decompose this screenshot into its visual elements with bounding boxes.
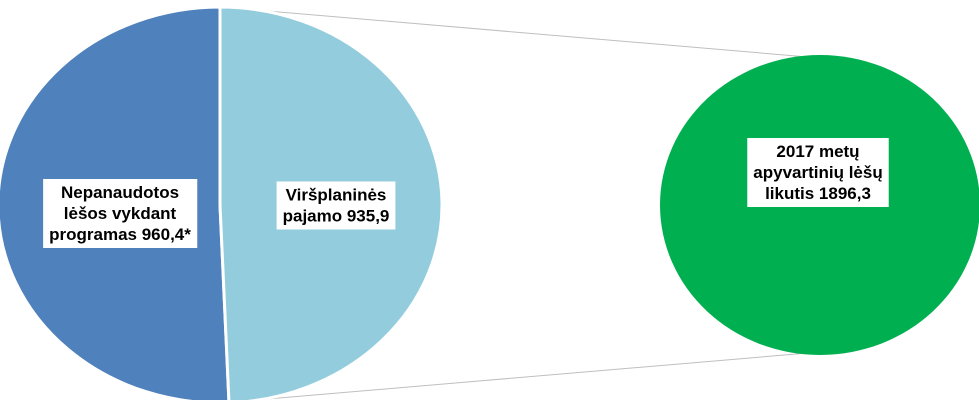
data-labels: Nepanaudotos lėšos vykdant programas 960,4… — [43, 138, 889, 248]
label-slice-2-box — [276, 181, 396, 230]
label-slice-2-line-2: pajamo 935,9 — [283, 207, 390, 226]
label-slice-2: Viršplaninės pajamo 935,9 — [276, 181, 396, 230]
label-slice-1-box — [43, 179, 198, 248]
label-summary-line-2: apyvartinių lėšų — [753, 163, 882, 182]
label-slice-1-line-3: programas 960,4* — [49, 225, 191, 244]
label-slice-1-line-1: Nepanaudotos — [61, 183, 179, 202]
label-summary-line-1: 2017 metų — [776, 142, 859, 161]
label-slice-2-line-1: Viršplaninės — [286, 186, 387, 205]
label-slice-1-text: Nepanaudotos lėšos vykdant programas 960,4… — [49, 183, 191, 244]
label-slice-1-line-2: lėšos vykdant — [64, 204, 177, 223]
label-summary: 2017 metų apyvartinių lėšų likutis 1896,3 — [747, 138, 889, 207]
label-slice-2-text: Viršplaninės pajamo 935,9 — [283, 186, 390, 226]
label-summary-box — [747, 138, 889, 207]
connector-line-bottom — [249, 352, 809, 400]
connector-line-top — [231, 7, 809, 58]
connector-lines — [231, 7, 809, 400]
label-summary-line-3: likutis 1896,3 — [765, 184, 871, 203]
label-slice-1: Nepanaudotos lėšos vykdant programas 960,4… — [43, 179, 198, 248]
label-summary-text: 2017 metų apyvartinių lėšų likutis 1896,3 — [753, 142, 882, 203]
